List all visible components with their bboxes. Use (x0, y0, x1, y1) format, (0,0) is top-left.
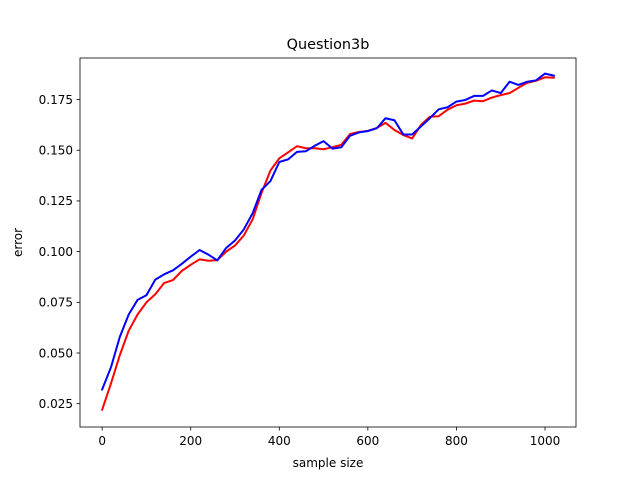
x-ticks: 0 200 400 600 800 1000 (98, 427, 560, 448)
y-ticks: 0.025 0.050 0.075 0.100 0.125 0.150 0.175 (39, 93, 80, 411)
x-tick-label: 0 (98, 434, 106, 448)
y-tick-label: 0.150 (39, 144, 73, 158)
y-tick-label: 0.050 (39, 346, 73, 360)
x-axis-label: sample size (293, 456, 364, 470)
series-layer (100, 72, 556, 412)
y-tick-label: 0.075 (39, 296, 73, 310)
x-tick-label: 200 (179, 434, 202, 448)
x-tick-label: 400 (268, 434, 291, 448)
series-line-1 (100, 76, 555, 412)
y-tick-label: 0.025 (39, 397, 73, 411)
y-tick-label: 0.100 (39, 245, 73, 259)
x-tick-label: 1000 (530, 434, 561, 448)
y-tick-label: 0.175 (39, 93, 73, 107)
plot-frame (79, 57, 577, 428)
y-tick-label: 0.125 (39, 194, 73, 208)
x-tick-label: 800 (445, 434, 468, 448)
series-line-2 (100, 72, 556, 391)
chart-title: Question3b (287, 37, 370, 53)
y-axis-label: error (11, 228, 25, 257)
x-tick-label: 600 (356, 434, 379, 448)
